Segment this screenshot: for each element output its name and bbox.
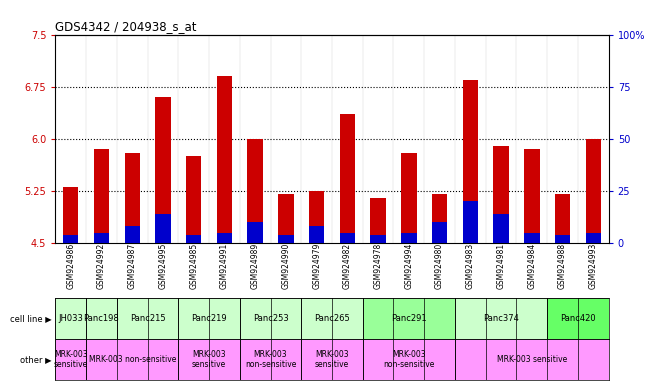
Bar [155,97,171,243]
Text: MRK-003
sensitive: MRK-003 sensitive [53,350,88,369]
Text: GSM924978: GSM924978 [374,243,383,289]
Bar [370,235,386,243]
Text: JH033: JH033 [59,314,83,323]
Bar [524,149,540,243]
Text: MRK-003
non-sensitive: MRK-003 non-sensitive [245,350,296,369]
Text: GDS4342 / 204938_s_at: GDS4342 / 204938_s_at [55,20,197,33]
Bar [309,191,324,243]
Bar [363,298,455,339]
Bar [493,146,509,243]
Bar [370,198,386,243]
Bar [117,298,178,339]
Bar [217,76,232,243]
Text: MRK-003 non-sensitive: MRK-003 non-sensitive [89,355,176,364]
Bar [240,339,301,380]
Bar [401,233,417,243]
Text: GSM924989: GSM924989 [251,243,260,289]
Bar [547,298,609,339]
Bar [363,339,455,380]
Bar [432,194,447,243]
Bar [247,139,263,243]
Bar [240,298,301,339]
Bar [340,233,355,243]
Bar [186,235,201,243]
Text: cell line ▶: cell line ▶ [10,314,52,323]
Bar [493,214,509,243]
Text: GSM924983: GSM924983 [466,243,475,289]
Bar [278,235,294,243]
Text: GSM924990: GSM924990 [281,243,290,290]
Bar [55,339,86,380]
Text: MRK-003
non-sensitive: MRK-003 non-sensitive [383,350,435,369]
Bar [178,339,240,380]
Bar [524,233,540,243]
Bar [301,298,363,339]
Text: Panc420: Panc420 [560,314,596,323]
Text: GSM924992: GSM924992 [97,243,106,289]
Bar [86,298,117,339]
Bar [155,214,171,243]
Text: GSM924987: GSM924987 [128,243,137,289]
Bar [63,235,78,243]
Text: Panc198: Panc198 [83,314,119,323]
Bar [278,194,294,243]
Text: GSM924993: GSM924993 [589,243,598,290]
Bar [94,233,109,243]
Bar [63,187,78,243]
Bar [86,339,178,380]
Bar [432,222,447,243]
Text: GSM924984: GSM924984 [527,243,536,289]
Text: GSM924986: GSM924986 [66,243,76,289]
Text: GSM924994: GSM924994 [404,243,413,290]
Text: GSM924988: GSM924988 [558,243,567,289]
Bar [340,114,355,243]
Text: MRK-003
sensitive: MRK-003 sensitive [315,350,349,369]
Text: Panc215: Panc215 [130,314,165,323]
Bar [124,153,140,243]
Text: other ▶: other ▶ [20,355,52,364]
Text: GSM924991: GSM924991 [220,243,229,289]
Text: Panc291: Panc291 [391,314,426,323]
Bar [455,298,547,339]
Bar [586,233,601,243]
Bar [463,80,478,243]
Bar [309,226,324,243]
Text: GSM924985: GSM924985 [189,243,198,289]
Bar [555,194,570,243]
Text: MRK-003 sensitive: MRK-003 sensitive [497,355,567,364]
Bar [247,222,263,243]
Text: GSM924982: GSM924982 [343,243,352,289]
Bar [94,149,109,243]
Text: GSM924980: GSM924980 [435,243,444,289]
Text: Panc253: Panc253 [253,314,288,323]
Text: GSM924995: GSM924995 [158,243,167,290]
Bar [463,201,478,243]
Text: GSM924979: GSM924979 [312,243,321,290]
Bar [217,233,232,243]
Text: MRK-003
sensitive: MRK-003 sensitive [192,350,226,369]
Bar [586,139,601,243]
Text: GSM924981: GSM924981 [497,243,506,289]
Bar [124,226,140,243]
Bar [55,298,86,339]
Bar [555,235,570,243]
Text: Panc219: Panc219 [191,314,227,323]
Bar [401,153,417,243]
Text: Panc265: Panc265 [314,314,350,323]
Bar [178,298,240,339]
Text: Panc374: Panc374 [483,314,519,323]
Bar [301,339,363,380]
Bar [455,339,609,380]
Bar [186,156,201,243]
